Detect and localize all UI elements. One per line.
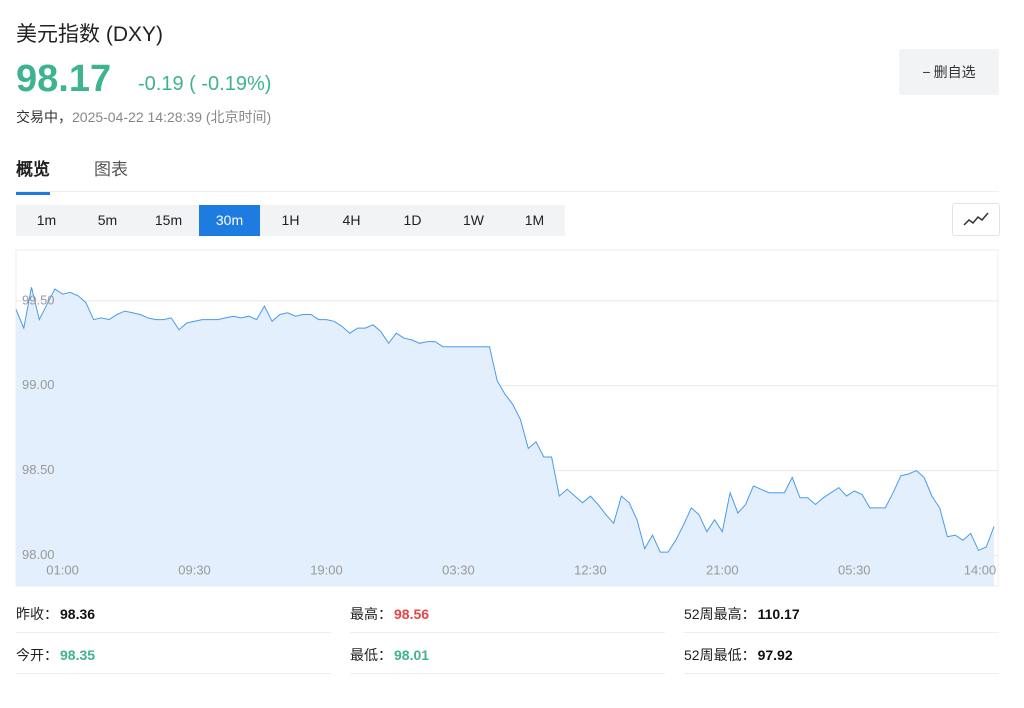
stat-label: 昨收：	[16, 606, 58, 622]
stat-value: 110.17	[757, 606, 800, 622]
remove-watchlist-button[interactable]: − 删自选	[899, 49, 999, 95]
x-tick-label: 12:30	[574, 562, 607, 577]
title: 美元指数 (DXY)	[16, 23, 163, 46]
timeframe-button[interactable]: 1H	[281, 212, 300, 228]
tab[interactable]: 图表	[94, 160, 128, 179]
y-tick-label: 99.00	[22, 377, 55, 392]
tab[interactable]: 概览	[16, 155, 50, 195]
timeframe-button[interactable]: 5m	[97, 212, 118, 228]
timeframe-button[interactable]: 1D	[403, 212, 422, 228]
price: 98.17	[16, 58, 112, 100]
stat-label: 52周最高：	[684, 606, 756, 622]
button-label: 删自选	[933, 64, 976, 80]
stat-label: 最高：	[350, 606, 392, 622]
stat-label: 52周最低：	[684, 647, 756, 663]
stat: 最低： 98.01	[350, 637, 665, 674]
timestamp: 2025-04-22 14:28:39	[72, 109, 202, 125]
chart-type-button[interactable]	[952, 203, 1000, 236]
stat: 最高： 98.56	[350, 596, 665, 633]
stat-value: 98.36	[60, 606, 96, 622]
change-pct: ( -0.19%)	[189, 73, 272, 95]
change-value: -0.19	[138, 73, 184, 95]
line	[15, 287, 995, 553]
timeframe-button[interactable]: 1W	[463, 212, 484, 228]
area	[16, 287, 994, 586]
x-tick-label: 14:00	[964, 562, 997, 577]
change: -0.19 ( -0.19%)	[138, 73, 271, 96]
timeframe-button[interactable]: 30m	[199, 205, 260, 236]
stat-value: 98.35	[60, 647, 96, 663]
timezone: (北京时间)	[205, 109, 272, 125]
x-tick-label: 01:00	[46, 562, 79, 577]
stat-value: 98.01	[394, 647, 430, 663]
status: 交易中，	[16, 109, 72, 125]
icon	[963, 212, 989, 226]
x-tick-label: 05:30	[838, 562, 871, 577]
x-tick-label: 21:00	[706, 562, 739, 577]
stats: 昨收： 98.36 最高： 98.56 52周最高： 110.17 今开： 98.35 最低： 9…	[16, 596, 999, 678]
tabs: 概览 图表	[16, 155, 128, 195]
timeframe-button[interactable]: 1m	[36, 212, 57, 228]
stat: 今开： 98.35	[16, 637, 331, 674]
y-tick-label: 99.50	[22, 292, 55, 307]
timeframe-button[interactable]: 1M	[524, 212, 545, 228]
stat: 52周最高： 110.17	[684, 596, 999, 633]
stat-value: 98.56	[394, 606, 430, 622]
y-tick-label: 98.00	[22, 547, 55, 562]
stat-label: 今开：	[16, 647, 58, 663]
y-tick-label: 98.50	[22, 462, 55, 477]
stat: 昨收： 98.36	[16, 596, 331, 633]
timeframe-bar: 1m 5m 15m 30m 1H 4H 1D 1W 1M	[16, 205, 565, 236]
x-tick-label: 09:30	[178, 562, 211, 577]
stat: 52周最低： 97.92	[684, 637, 999, 674]
timeframe-button[interactable]: 4H	[342, 212, 361, 228]
stat-label: 最低：	[350, 647, 392, 663]
meta: 交易中，2025-04-22 14:28:39 (北京时间)	[16, 107, 271, 127]
x-tick-label: 03:30	[442, 562, 475, 577]
x-tick-label: 19:00	[310, 562, 343, 577]
timeframe-button[interactable]: 15m	[154, 212, 183, 228]
divider	[16, 191, 999, 192]
stat-value: 97.92	[757, 647, 793, 663]
